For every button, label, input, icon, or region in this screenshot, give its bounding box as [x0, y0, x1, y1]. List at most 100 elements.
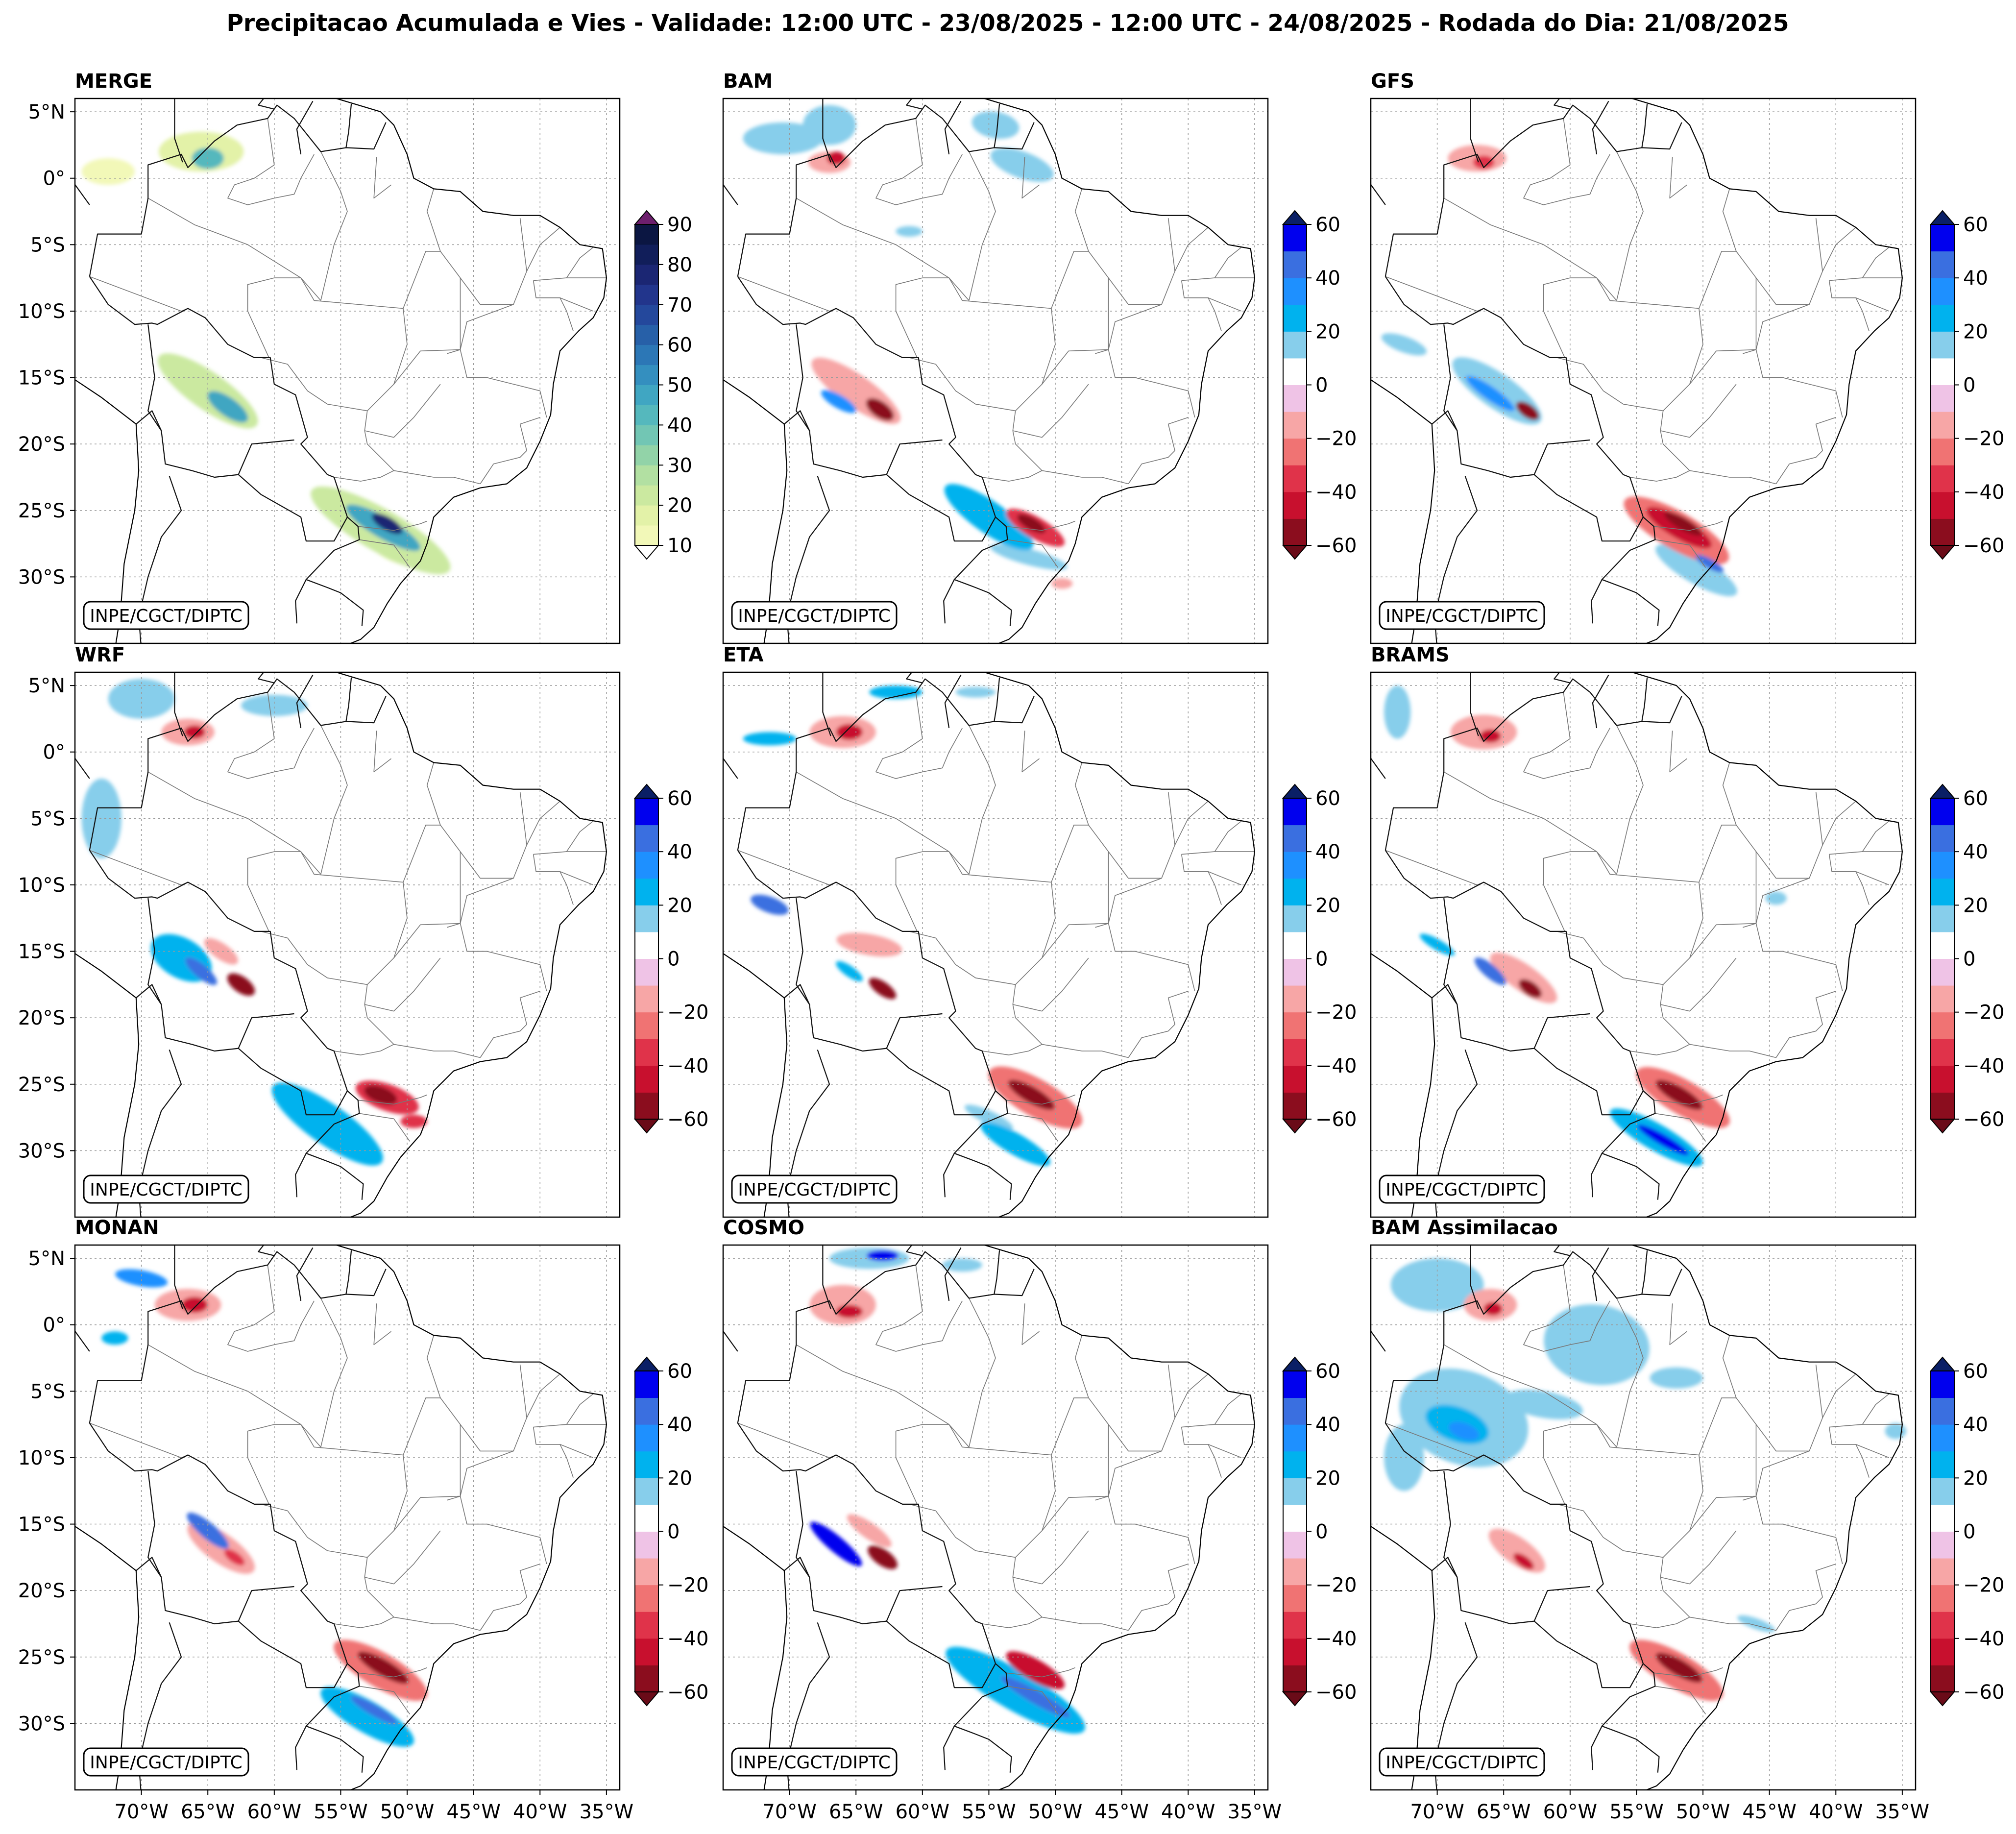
lat-tick-label: 25°S — [18, 1646, 65, 1669]
field-mark — [1655, 544, 1737, 596]
state-border — [1736, 251, 1757, 354]
colorbar-tick-label: 20 — [1315, 320, 1340, 343]
state-border — [982, 470, 1043, 482]
state-border — [460, 923, 547, 992]
state-border — [1855, 297, 1870, 331]
colorbar-bias: 60 40 20 0 −20 −40 −60 — [1929, 210, 2004, 560]
state-border — [1862, 247, 1890, 278]
map-frame — [74, 671, 621, 1218]
country-border — [906, 98, 923, 110]
lat-tick-label: 20°S — [18, 1580, 65, 1602]
lat-tick-label: 15°S — [18, 1514, 65, 1536]
state-border — [566, 1394, 594, 1425]
coastline — [334, 672, 607, 1217]
coastline-west — [723, 379, 788, 643]
colorbar-segment — [635, 1451, 658, 1478]
country-border — [886, 1048, 996, 1116]
colorbar-tick-label: 0 — [1315, 374, 1328, 397]
country-border — [238, 1048, 348, 1116]
lon-tick-label: 45°W — [1742, 1801, 1796, 1823]
state-border — [373, 157, 391, 199]
colorbar-precip: 90 80 70 60 50 40 30 20 10 — [633, 210, 692, 560]
country-border — [723, 1330, 738, 1352]
country-border — [1533, 1620, 1644, 1688]
state-border — [1088, 1397, 1109, 1501]
brazil-border — [89, 276, 364, 626]
panel-title: GFS — [1371, 70, 1414, 93]
brazil-north-border — [89, 1251, 387, 1423]
state-border — [1755, 1450, 1810, 1496]
colorbar-tick-label: 40 — [1963, 841, 1988, 863]
country-border — [994, 677, 1000, 722]
state-border — [1755, 923, 1843, 992]
field-mark — [869, 685, 923, 699]
colorbar-tick-label: 20 — [1315, 894, 1340, 917]
colorbar-segment — [635, 425, 658, 445]
lat-tick-label: 0° — [43, 1314, 65, 1337]
colorbar-tick-label: 0 — [1315, 948, 1328, 971]
state-border — [1775, 1564, 1836, 1631]
state-border — [147, 1344, 321, 1447]
state-border — [948, 277, 1051, 309]
field-mark — [1513, 1553, 1534, 1570]
field-mark — [809, 1285, 876, 1325]
country-border — [1443, 898, 1590, 1052]
colorbar-segment — [635, 525, 658, 546]
credit-badge — [83, 1747, 249, 1777]
country-border — [1371, 757, 1386, 779]
coastline-west — [75, 953, 140, 1217]
field-mark — [964, 1104, 1013, 1130]
coastline-west — [723, 1525, 788, 1790]
country-border — [784, 984, 810, 1005]
field-mark — [1466, 376, 1515, 412]
state-border — [320, 1298, 348, 1447]
state-border — [358, 1667, 427, 1678]
lat-tick-label: 15°S — [18, 367, 65, 390]
state-border — [948, 1424, 1051, 1456]
state-border — [334, 1044, 394, 1055]
colorbar-segment — [635, 1504, 658, 1532]
colorbar-segment — [1283, 331, 1307, 359]
state-border — [358, 520, 427, 531]
field-layer — [743, 685, 1083, 1166]
colorbar-segment — [1931, 985, 1954, 1013]
field-mark — [1483, 1302, 1503, 1316]
country-border — [1533, 474, 1644, 542]
brazil-north-border — [737, 1251, 1035, 1423]
country-border — [1470, 672, 1479, 736]
panel-bam-assimilacao: BAM Assimilacao INPE/CGCT/DIPTC 70°W 65°W 60… — [1370, 1217, 2004, 1823]
colorbar-segment — [635, 931, 658, 959]
colorbar-tick-label: 0 — [1315, 1521, 1328, 1543]
field-mark — [980, 1122, 1050, 1166]
credit-badge — [731, 1174, 898, 1204]
lon-tick-label: 60°W — [896, 1801, 949, 1823]
country-border — [147, 324, 294, 478]
field-mark — [1516, 401, 1539, 420]
state-border — [1775, 417, 1836, 484]
colorbar-segment — [1931, 852, 1954, 879]
colorbar-segment — [1283, 224, 1307, 252]
state-border — [480, 1564, 540, 1631]
map-frame — [1370, 98, 1917, 644]
colorbar-segment — [1283, 1092, 1307, 1120]
colorbar-segment — [1283, 438, 1307, 465]
credit-badge — [731, 601, 898, 630]
colorbar-segment — [1283, 1012, 1307, 1039]
colorbar-segment — [1931, 518, 1954, 546]
field-mark — [115, 1269, 168, 1288]
state-border — [460, 878, 514, 924]
colorbar-tick-label: 40 — [1963, 1414, 1988, 1436]
panel-monan: MONAN INPE/CGCT/DIPTC 5°N 0° 5°S 10°S 15°S 20°S… — [18, 1217, 709, 1823]
colorbar-segment — [1931, 798, 1954, 826]
state-border — [358, 1094, 427, 1105]
credit-badge — [83, 601, 249, 630]
colorbar-segment — [635, 264, 658, 285]
state-border — [909, 931, 1016, 985]
country-border — [147, 898, 294, 1052]
field-mark — [108, 679, 175, 719]
colorbar-segment — [1283, 1638, 1307, 1665]
colorbar-segment — [1283, 852, 1307, 879]
colorbar-segment — [1283, 1039, 1307, 1066]
state-border — [460, 1496, 547, 1565]
colorbar-tick-label: 60 — [1315, 787, 1340, 810]
